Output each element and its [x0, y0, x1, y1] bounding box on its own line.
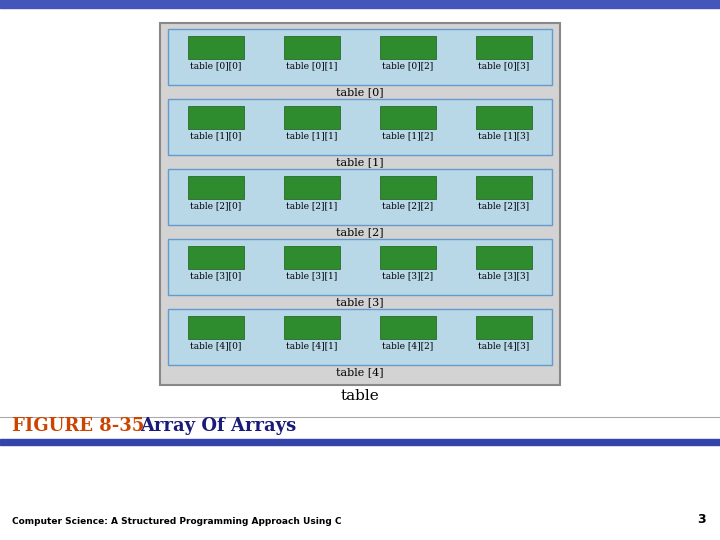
Text: table [0][0]: table [0][0]	[190, 61, 242, 70]
Bar	[476, 176, 532, 199]
Text: table [4][3]: table [4][3]	[478, 341, 530, 350]
Text: table [1]: table [1]	[336, 157, 384, 167]
Bar	[380, 176, 436, 199]
Bar	[0, 0, 720, 8]
Bar	[168, 99, 552, 155]
Bar	[160, 23, 560, 385]
Text: table [4]: table [4]	[336, 367, 384, 377]
Text: table [2][3]: table [2][3]	[478, 201, 530, 210]
Text: table [2][1]: table [2][1]	[287, 201, 338, 210]
Bar	[0, 439, 720, 445]
Text: table [3][1]: table [3][1]	[287, 271, 338, 280]
Bar	[168, 29, 552, 85]
Bar	[188, 176, 244, 199]
Bar	[168, 169, 552, 225]
Text: table [1][3]: table [1][3]	[478, 131, 530, 140]
Text: table [4][2]: table [4][2]	[382, 341, 433, 350]
Bar	[168, 239, 552, 295]
Bar	[380, 106, 436, 129]
Text: table [0]: table [0]	[336, 87, 384, 97]
Text: table [3][2]: table [3][2]	[382, 271, 433, 280]
Bar	[476, 36, 532, 59]
Text: table [0][3]: table [0][3]	[478, 61, 530, 70]
Bar	[188, 316, 244, 339]
Bar	[284, 176, 340, 199]
Text: Array Of Arrays: Array Of Arrays	[140, 417, 296, 435]
Text: table [0][1]: table [0][1]	[287, 61, 338, 70]
Bar	[380, 36, 436, 59]
Text: table: table	[341, 389, 379, 403]
Text: 3: 3	[698, 513, 706, 526]
Bar	[168, 309, 552, 365]
Text: table [2]: table [2]	[336, 227, 384, 237]
Text: Computer Science: A Structured Programming Approach Using C: Computer Science: A Structured Programmi…	[12, 517, 341, 526]
Text: table [4][0]: table [4][0]	[190, 341, 242, 350]
Bar	[188, 246, 244, 269]
Text: table [2][0]: table [2][0]	[190, 201, 242, 210]
Bar	[476, 316, 532, 339]
Bar	[284, 36, 340, 59]
Bar	[380, 316, 436, 339]
Text: table [1][1]: table [1][1]	[287, 131, 338, 140]
Bar	[284, 106, 340, 129]
Text: table [1][0]: table [1][0]	[190, 131, 242, 140]
Bar	[284, 316, 340, 339]
Text: table [3][3]: table [3][3]	[478, 271, 530, 280]
Bar	[188, 36, 244, 59]
Text: table [3][0]: table [3][0]	[190, 271, 242, 280]
Bar	[284, 246, 340, 269]
Text: table [2][2]: table [2][2]	[382, 201, 433, 210]
Text: FIGURE 8-35: FIGURE 8-35	[12, 417, 145, 435]
Bar	[476, 106, 532, 129]
Text: table [1][2]: table [1][2]	[382, 131, 433, 140]
Bar	[188, 106, 244, 129]
Bar	[476, 246, 532, 269]
Bar	[380, 246, 436, 269]
Text: table [4][1]: table [4][1]	[287, 341, 338, 350]
Text: table [3]: table [3]	[336, 297, 384, 307]
Text: table [0][2]: table [0][2]	[382, 61, 433, 70]
